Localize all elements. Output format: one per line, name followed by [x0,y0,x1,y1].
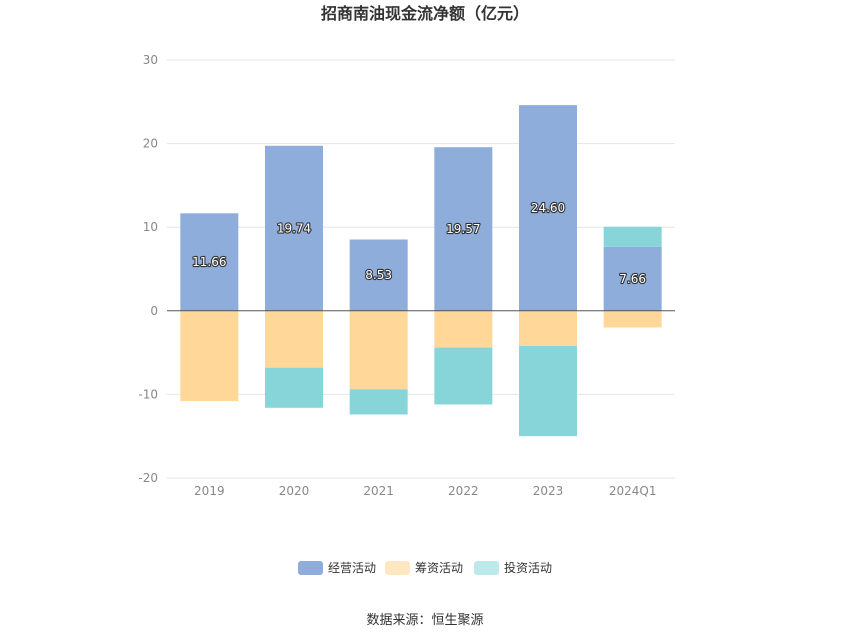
source-note: 数据来源：恒生聚源 [366,613,483,628]
y-tick-label: -10 [138,387,158,401]
bar-投资活动-2023 [519,345,577,437]
data-label: 8.53 [365,268,392,282]
legend-label: 经营活动 [328,561,376,575]
chart-title: 招商南油现金流净额（亿元） [321,4,529,23]
x-tick-label: 2019 [194,484,225,498]
bar-筹资活动-2022 [434,310,493,348]
y-tick-label: 20 [143,137,158,151]
bar-经营活动-2024Q1 [603,246,662,311]
bar-筹资活动-2023 [519,310,577,346]
y-axis: -20 -10 0 10 20 30 [138,53,158,485]
legend-label: 投资活动 [504,560,552,575]
bar-投资活动-2021 [349,389,408,415]
bar-投资活动-2020 [265,367,323,408]
x-tick-label: 2022 [448,484,479,498]
legend-item-投资活动[interactable]: 投资活动 [474,560,552,575]
bar-经营活动-2019 [180,213,239,311]
y-tick-label: -20 [138,471,158,485]
data-label: 19.74 [277,221,311,235]
data-label: 11.66 [192,255,226,269]
bar-经营活动-2022 [434,147,493,311]
bar-经营活动-2020 [265,145,323,311]
bar-投资活动-2022 [434,347,493,405]
legend-label: 筹资活动 [415,561,463,575]
bar-筹资活动-2021 [349,310,408,390]
y-tick-label: 0 [150,304,158,318]
legend-item-筹资活动[interactable]: 筹资活动 [385,561,463,575]
x-tick-label: 2023 [533,484,564,498]
data-label: 24.60 [531,201,565,215]
legend-swatch [385,561,410,575]
grid-lines [167,59,675,479]
legend-swatch [474,561,499,575]
y-tick-label: 30 [143,53,158,67]
bar-经营活动-2023 [519,105,577,311]
bar-筹资活动-2020 [265,310,323,368]
x-tick-label: 2020 [279,484,310,498]
bar-筹资活动-2024Q1 [603,310,662,328]
bars [180,105,662,437]
bar-投资活动-2024Q1 [603,226,662,247]
data-labels: 11.66 19.74 8.53 19.57 24.60 7.66 [191,200,647,287]
x-tick-label: 2021 [363,484,394,498]
legend-swatch [298,561,323,575]
x-tick-label: 2024Q1 [609,484,657,498]
data-label: 7.66 [619,272,646,286]
legend-item-经营活动[interactable]: 经营活动 [298,561,376,575]
data-label: 19.57 [446,222,480,236]
bar-筹资活动-2019 [180,310,239,402]
legend: 经营活动 筹资活动 投资活动 [298,560,552,575]
x-axis: 2019 2020 2021 2022 2023 2024Q1 [167,477,675,498]
bar-经营活动-2021 [349,239,408,311]
y-tick-label: 10 [143,220,158,234]
